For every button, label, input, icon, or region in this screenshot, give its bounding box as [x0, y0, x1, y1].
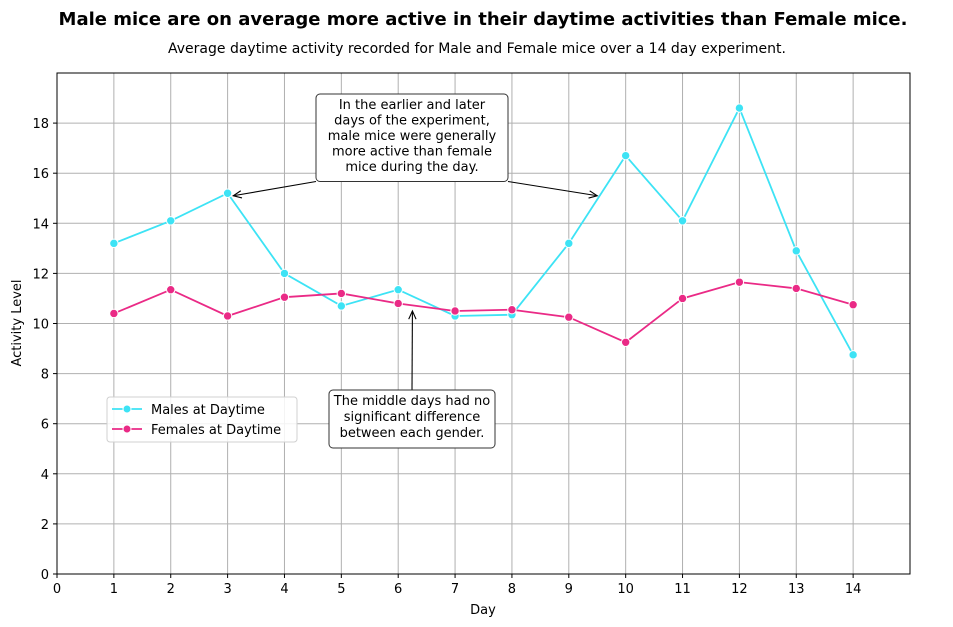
y-tick-label: 0 — [41, 568, 49, 583]
annotation-text: male mice were generally — [328, 129, 497, 144]
x-tick-label: 14 — [845, 582, 862, 597]
data-point-males — [677, 216, 688, 226]
data-point-females — [222, 311, 233, 321]
data-point-males — [848, 350, 858, 360]
annotation-text: mice during the day. — [345, 160, 478, 175]
x-tick-label: 1 — [110, 582, 118, 597]
annotation-arrowhead — [408, 309, 417, 320]
x-tick-label: 11 — [674, 582, 691, 597]
data-point-males — [279, 268, 290, 279]
legend-marker — [122, 424, 132, 434]
data-point-females — [109, 308, 119, 319]
annotation-arrow — [233, 180, 317, 197]
data-point-males — [109, 238, 119, 249]
data-point-females — [564, 312, 574, 322]
data-point-females — [166, 284, 176, 295]
x-tick-label: 4 — [280, 582, 288, 597]
data-point-females — [279, 292, 290, 302]
y-tick-label: 2 — [41, 518, 49, 533]
y-tick-label: 10 — [32, 318, 49, 333]
y-tick-label: 12 — [32, 267, 49, 282]
x-tick-label: 12 — [731, 582, 748, 597]
x-tick-label: 0 — [53, 582, 61, 597]
data-point-females — [677, 293, 688, 304]
y-tick-label: 8 — [41, 368, 49, 383]
data-point-females — [336, 288, 347, 299]
annotation-text: In the earlier and later — [339, 98, 486, 113]
x-axis-label: Day — [470, 603, 496, 618]
x-tick-label: 13 — [788, 582, 805, 597]
data-point-females — [848, 300, 858, 310]
annotation-arrowhead — [588, 190, 599, 199]
legend: Males at Daytime Females at Daytime — [106, 396, 298, 443]
x-tick-label: 9 — [565, 582, 573, 597]
annotation-arrowhead — [231, 190, 243, 199]
annotation-text: more active than female — [332, 145, 492, 160]
legend-frame — [106, 396, 298, 443]
series-layer — [109, 103, 858, 360]
y-tick-label: 6 — [41, 418, 49, 433]
annotation-arrow — [507, 180, 598, 197]
chart-subtitle: Average daytime activity recorded for Ma… — [168, 41, 786, 57]
y-tick-label: 16 — [32, 167, 49, 182]
annotation-text: days of the experiment, — [334, 114, 490, 129]
data-point-males — [620, 150, 631, 161]
x-tick-label: 2 — [167, 582, 175, 597]
series-line-males — [113, 105, 854, 356]
data-point-males — [564, 238, 574, 249]
chart-title: Male mice are on average more active in … — [59, 9, 908, 30]
annotation-text: The middle days had no — [333, 394, 490, 409]
series-line-females — [113, 281, 854, 344]
x-tick-label: 6 — [394, 582, 402, 597]
data-point-males — [222, 188, 233, 198]
data-point-females — [791, 283, 801, 294]
x-tick-label: 7 — [451, 582, 459, 597]
x-tick-label: 3 — [223, 582, 231, 597]
annotation-text: significant difference — [344, 410, 481, 425]
annotation-box — [315, 93, 509, 182]
y-tick-label: 4 — [41, 468, 49, 483]
x-tick-label: 8 — [508, 582, 516, 597]
data-point-males — [336, 301, 347, 311]
data-point-males — [393, 284, 403, 295]
annotation-text: between each gender. — [340, 426, 485, 441]
data-point-females — [393, 298, 403, 309]
data-point-females — [734, 277, 745, 287]
x-tick-label: 5 — [337, 582, 345, 597]
data-point-females — [620, 337, 631, 347]
legend-marker — [122, 404, 132, 414]
legend-label: Females at Daytime — [151, 423, 281, 438]
legend-label: Males at Daytime — [151, 403, 265, 418]
annotation-box — [328, 389, 496, 449]
y-axis-label: Activity Level — [10, 279, 25, 366]
data-point-males — [734, 103, 745, 113]
data-point-females — [507, 305, 517, 315]
x-tick-label: 10 — [617, 582, 634, 597]
data-point-males — [166, 216, 176, 226]
y-tick-label: 14 — [32, 217, 49, 232]
y-tick-label: 18 — [32, 117, 49, 132]
data-point-females — [450, 306, 460, 316]
data-point-males — [791, 246, 801, 256]
